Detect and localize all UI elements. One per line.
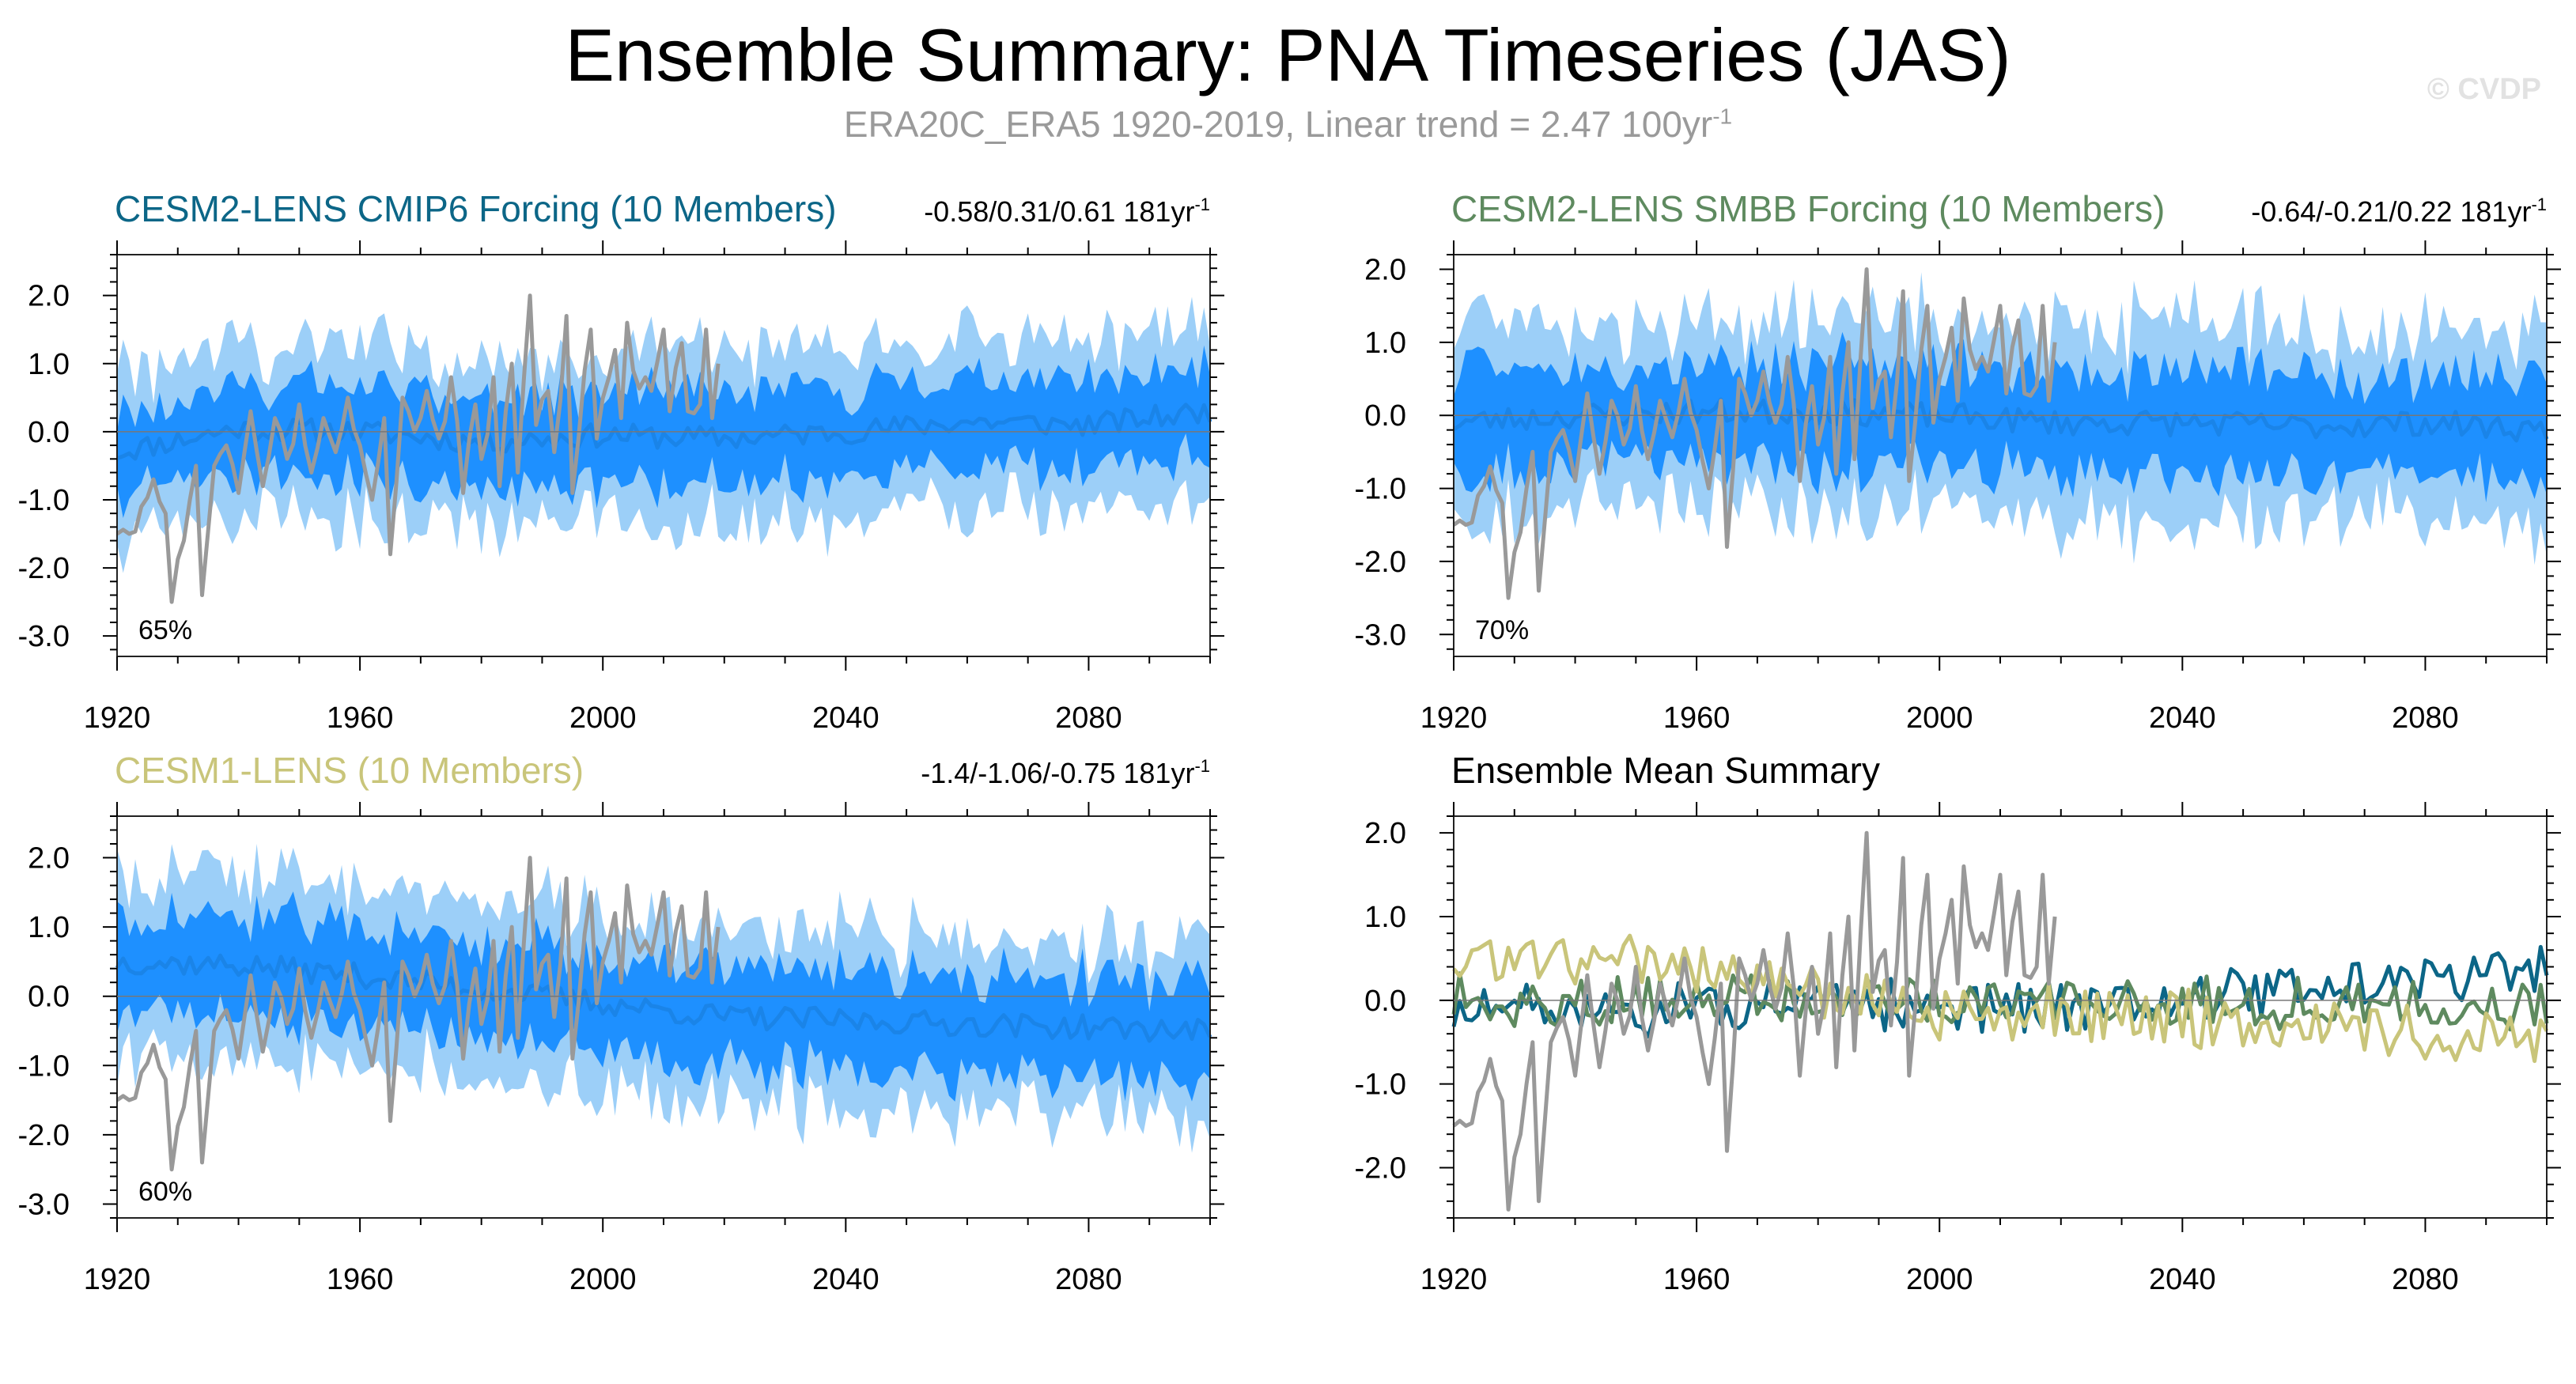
panel-stats: -0.64/-0.21/0.22 181yr-1 — [2251, 195, 2547, 228]
observation-line — [1452, 267, 2057, 600]
x-tick-label: 1920 — [84, 1263, 151, 1296]
y-tick-label: -1.0 — [1355, 1068, 1406, 1102]
y-tick-label: 2.0 — [28, 280, 70, 313]
percent-label: 65% — [138, 615, 192, 645]
x-tick-label: 1920 — [1420, 1263, 1488, 1296]
y-tick-label: -1.0 — [18, 484, 70, 517]
x-tick-label: 2080 — [2392, 701, 2459, 735]
stats-exponent: -1 — [2531, 195, 2547, 214]
x-tick-label: 1960 — [327, 1263, 394, 1296]
y-tick-label: 0.0 — [28, 981, 70, 1014]
percent-label: 70% — [1475, 615, 1529, 645]
y-tick-label: -1.0 — [1355, 473, 1406, 506]
y-tick-label: -2.0 — [1355, 1152, 1406, 1185]
x-tick-label: 1960 — [327, 701, 394, 735]
chart-panel-cesm1: 60% 1920 1960 2000 2040 2080 2.0 1.0 0.0 -1.0 -2.0… — [18, 750, 1224, 1296]
x-tick-label: 1920 — [1420, 701, 1488, 735]
y-tick-label: -3.0 — [18, 620, 70, 653]
stats-text: -0.64/-0.21/0.22 181yr — [2251, 195, 2531, 228]
subtitle-text: ERA20C_ERA5 1920-2019, Linear trend = 2.… — [843, 104, 1713, 145]
y-tick-label: -3.0 — [18, 1188, 70, 1221]
x-tick-label: 2040 — [812, 1263, 879, 1296]
x-tick-label: 2040 — [812, 701, 879, 735]
ensemble-mean-line — [1452, 397, 2549, 443]
y-tick-label: 0.0 — [28, 416, 70, 449]
stats-exponent: -1 — [1194, 756, 1210, 776]
y-tick-label: -2.0 — [18, 1119, 70, 1152]
panel-title: CESM2-LENS CMIP6 Forcing (10 Members) — [115, 188, 837, 229]
y-tick-label: 0.0 — [1364, 399, 1406, 433]
chart-panel-ensemble-mean: 1920 1960 2000 2040 2080 2.0 1.0 0.0 -1.0 -2.0 Ens… — [1355, 750, 2561, 1296]
y-tick-label: -2.0 — [1355, 546, 1406, 579]
x-tick-label: 2080 — [1055, 701, 1122, 735]
panel-stats: -0.58/0.31/0.61 181yr-1 — [924, 195, 1210, 228]
stats-text: -1.4/-1.06/-0.75 181yr — [921, 757, 1194, 789]
x-tick-label: 2080 — [1055, 1263, 1122, 1296]
y-tick-label: -1.0 — [18, 1049, 70, 1083]
x-tick-label: 2040 — [2149, 1263, 2216, 1296]
figure-title: Ensemble Summary: PNA Timeseries (JAS) — [565, 13, 2011, 96]
ensemble-mean-series — [1452, 933, 2549, 1064]
x-tick-label: 2040 — [2149, 701, 2216, 735]
ensemble-mean-line — [116, 403, 1212, 461]
stats-text: -0.58/0.31/0.61 181yr — [924, 195, 1194, 228]
x-tick-label: 1920 — [84, 701, 151, 735]
stats-exponent: -1 — [1194, 195, 1210, 214]
panel-stats: -1.4/-1.06/-0.75 181yr-1 — [921, 756, 1210, 789]
cvdp-credit: © CVDP — [2427, 73, 2541, 106]
x-tick-label: 1960 — [1663, 701, 1731, 735]
panel-title: CESM1-LENS (10 Members) — [115, 750, 584, 791]
y-tick-label: 2.0 — [1364, 253, 1406, 286]
x-tick-label: 2000 — [569, 701, 637, 735]
chart-panel-cesm2-smbb: 70% 1920 1960 2000 2040 2080 2.0 1.0 0.0 -1.0 -2.0… — [1355, 188, 2561, 735]
y-tick-label: -3.0 — [1355, 618, 1406, 652]
y-tick-label: 1.0 — [28, 348, 70, 381]
x-tick-label: 2080 — [2392, 1263, 2459, 1296]
x-tick-label: 1960 — [1663, 1263, 1731, 1296]
y-tick-label: 1.0 — [28, 911, 70, 944]
observation-line — [1452, 830, 2057, 1212]
ensemble-mean-series — [1451, 971, 2549, 1032]
panel-title: Ensemble Mean Summary — [1451, 750, 1880, 791]
panel-title: CESM2-LENS SMBB Forcing (10 Members) — [1451, 188, 2165, 229]
y-tick-label: -2.0 — [18, 552, 70, 585]
y-tick-label: 1.0 — [1364, 901, 1406, 934]
x-tick-label: 2000 — [1906, 701, 1973, 735]
percent-label: 60% — [138, 1177, 192, 1207]
y-tick-label: 0.0 — [1364, 985, 1406, 1018]
x-tick-label: 2000 — [1906, 1263, 1973, 1296]
y-tick-label: 2.0 — [28, 842, 70, 875]
chart-panel-cesm2-cmip6: 65% 1920 1960 2000 2040 2080 2.0 1.0 0.0 -1.0 -2.0… — [18, 188, 1224, 735]
y-tick-label: 2.0 — [1364, 817, 1406, 850]
y-tick-label: 1.0 — [1364, 327, 1406, 360]
observation-line — [115, 293, 721, 604]
figure-subtitle: ERA20C_ERA5 1920-2019, Linear trend = 2.… — [0, 103, 2576, 146]
subtitle-exponent: -1 — [1712, 104, 1733, 129]
observation-line — [115, 856, 721, 1172]
x-tick-label: 2000 — [569, 1263, 637, 1296]
